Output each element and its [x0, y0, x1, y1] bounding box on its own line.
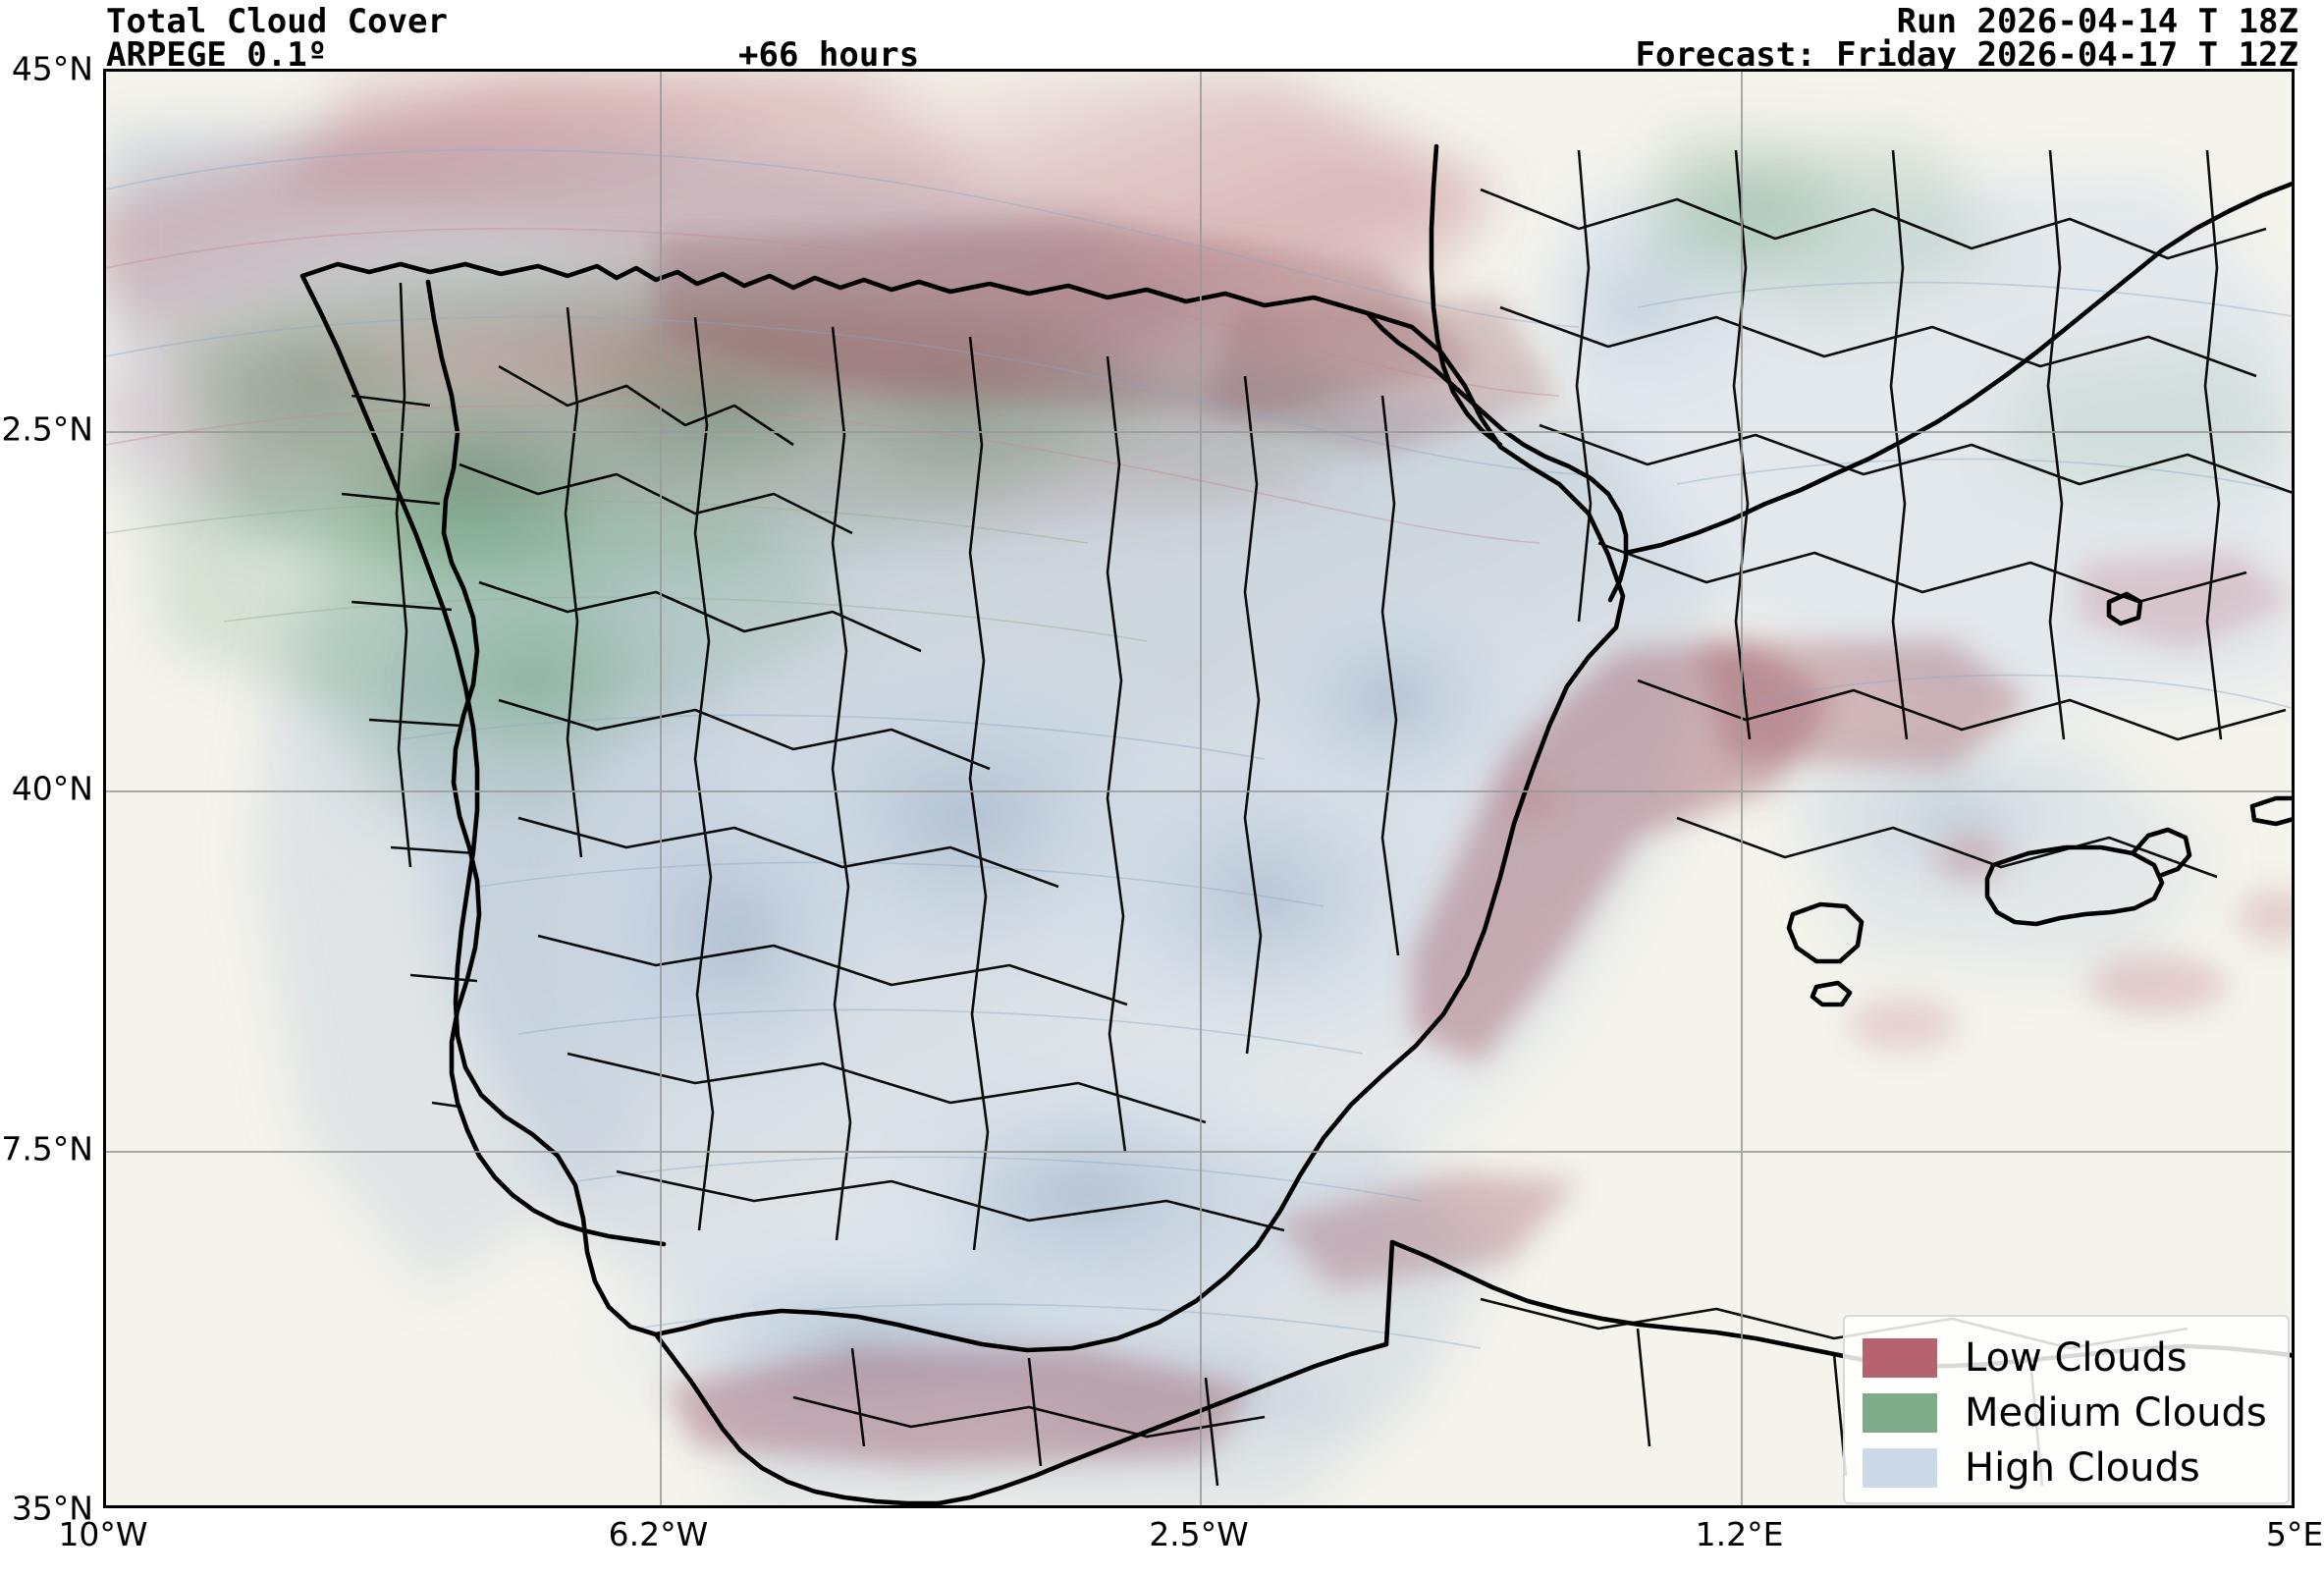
run-time-label: Run 2026-04-14 T 18Z — [1896, 2, 2298, 41]
legend-entry: Medium Clouds — [1863, 1386, 2270, 1440]
lat-tick-label: 37.5°N — [0, 1129, 93, 1168]
administrative-boundaries — [341, 149, 2292, 1487]
legend-swatch — [1863, 1448, 1937, 1488]
coastlines-and-borders — [299, 143, 2292, 1505]
low-cloud-layer — [106, 72, 2292, 1466]
figure-title: Total Cloud Cover — [106, 2, 448, 41]
legend-entry: Low Clouds — [1863, 1331, 2270, 1386]
lat-tick-label: 42.5°N — [0, 409, 93, 448]
cloud-layer-legend: Low Clouds Medium Clouds High Clouds — [1843, 1315, 2290, 1504]
lon-tick-label: 6.2°W — [608, 1515, 709, 1553]
lon-tick-label: 10°W — [58, 1515, 148, 1553]
lat-tick-label: 45°N — [11, 49, 93, 88]
lat-tick-label: 40°N — [11, 769, 93, 808]
legend-label: High Clouds — [1965, 1445, 2200, 1491]
legend-entry: High Clouds — [1863, 1440, 2270, 1495]
lon-tick-label: 1.2°E — [1695, 1515, 1784, 1553]
legend-swatch — [1863, 1393, 1937, 1433]
legend-label: Medium Clouds — [1965, 1390, 2267, 1436]
lon-tick-label: 2.5°W — [1149, 1515, 1249, 1553]
lon-tick-label: 5°E — [2265, 1515, 2324, 1553]
graticule-gridlines — [106, 72, 2292, 1505]
forecast-time-label: Forecast: Friday 2026-04-17 T 12Z — [1635, 35, 2298, 75]
legend-label: Low Clouds — [1965, 1335, 2188, 1381]
map-canvas — [106, 72, 2292, 1505]
lat-tick-label: 35°N — [11, 1489, 93, 1528]
model-label: ARPEGE 0.1º — [106, 35, 328, 75]
legend-swatch — [1863, 1338, 1937, 1378]
map-plot-area — [103, 69, 2295, 1508]
lead-time-label: +66 hours — [738, 35, 920, 75]
